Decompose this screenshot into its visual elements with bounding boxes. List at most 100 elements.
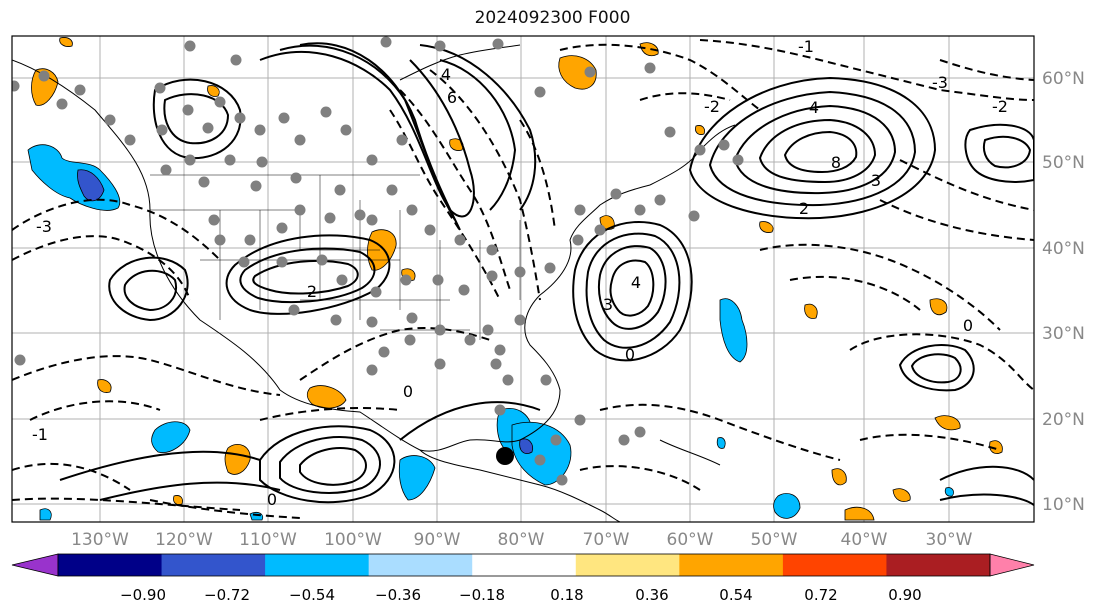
station-marker (214, 234, 226, 246)
station-marker (370, 286, 382, 298)
station-marker (434, 324, 446, 336)
station-marker (184, 154, 196, 166)
station-marker (336, 274, 348, 286)
contour-label: 4 (809, 98, 819, 117)
lon-tick-label: 100°W (324, 530, 382, 550)
station-marker (234, 112, 246, 124)
station-marker (486, 244, 498, 256)
station-marker (540, 374, 552, 386)
colorbar-tick-label: −0.18 (459, 586, 505, 604)
contour-label: 0 (625, 345, 635, 364)
station-marker (160, 164, 172, 176)
contour-label: -1 (798, 37, 814, 56)
station-marker (354, 209, 366, 221)
station-marker (324, 212, 336, 224)
station-marker (610, 188, 622, 200)
station-marker (208, 214, 220, 226)
station-marker (688, 210, 700, 222)
station-marker (406, 204, 418, 216)
colorbar-tick-label: 0.36 (635, 586, 668, 604)
station-marker (380, 36, 392, 48)
station-marker (718, 139, 730, 151)
positive-contours (59, 42, 1034, 506)
station-marker (694, 144, 706, 156)
lon-tick-label: 110°W (239, 530, 297, 550)
colorbar-segment (886, 554, 991, 576)
station-markers (12, 36, 744, 486)
lat-tick-label: 50°N (1042, 153, 1085, 173)
political-borders (150, 174, 521, 340)
station-marker (38, 70, 50, 82)
station-marker (550, 434, 562, 446)
station-marker (494, 344, 506, 356)
contour-label: 8 (831, 153, 841, 172)
station-marker (256, 156, 268, 168)
lat-tick-label: 10°N (1042, 495, 1085, 515)
colorbar-segment (58, 554, 163, 576)
station-marker (556, 474, 568, 486)
colorbar-segment (575, 554, 680, 576)
station-marker (424, 224, 436, 236)
contour-label: 4 (631, 273, 641, 292)
lon-tick-label: 80°W (498, 530, 545, 550)
lon-tick-label: 130°W (71, 530, 129, 550)
station-marker (486, 270, 498, 282)
colorbar-tick-label: −0.54 (289, 586, 335, 604)
colorbar-segment (472, 554, 577, 576)
colorbar-segment (782, 554, 887, 576)
station-marker (366, 214, 378, 226)
contour-label: 2 (307, 282, 317, 301)
station-marker (406, 312, 418, 324)
station-marker (202, 122, 214, 134)
map-title: 2024092300 F000 (474, 8, 631, 28)
station-marker (514, 314, 526, 326)
lat-tick-label: 40°N (1042, 239, 1085, 259)
contour-label: -3 (36, 217, 52, 236)
station-marker (494, 404, 506, 416)
station-marker (14, 354, 26, 366)
station-marker (254, 124, 266, 136)
contour-label: 3 (603, 295, 613, 314)
station-marker (572, 234, 584, 246)
station-marker (458, 284, 470, 296)
station-marker (224, 154, 236, 166)
station-marker (244, 234, 256, 246)
station-marker (544, 262, 556, 274)
station-marker (182, 104, 194, 116)
station-marker (396, 134, 408, 146)
colorbar-border (57, 553, 991, 577)
contour-label: 6 (447, 88, 457, 107)
station-marker (320, 106, 332, 118)
contour-label: 0 (963, 316, 973, 335)
station-marker (340, 124, 352, 136)
contour-label: 2 (799, 199, 809, 218)
colorbar-tick-label: 0.90 (888, 586, 921, 604)
station-marker (378, 346, 390, 358)
contour-label-group: -1 -1 0 0 0 0 -3 -3 -2 -2 2 2 3 3 4 4 4 … (32, 37, 1008, 509)
station-marker (514, 266, 526, 278)
colorbar-tick-label: −0.36 (375, 586, 421, 604)
station-marker (502, 374, 514, 386)
colorbar-tick-label: 0.72 (804, 586, 837, 604)
lon-tick-label: 70°W (583, 530, 630, 550)
station-marker (154, 82, 166, 94)
station-marker (434, 40, 446, 52)
contour-label: -1 (32, 425, 48, 444)
lon-tick-label: 50°W (751, 530, 798, 550)
station-marker (104, 114, 116, 126)
colorbar-segment (161, 554, 266, 576)
station-marker (294, 204, 306, 216)
station-marker (184, 40, 196, 52)
colorbar-tick-label: −0.72 (204, 586, 250, 604)
colorbar-tick-label: 0.18 (550, 586, 583, 604)
station-marker (386, 184, 398, 196)
contour-label: 0 (403, 382, 413, 401)
colorbar-segment (265, 554, 370, 576)
station-marker (584, 66, 596, 78)
station-marker (618, 434, 630, 446)
contour-label: 4 (441, 65, 451, 84)
storm-center-marker (496, 447, 514, 465)
station-marker (634, 426, 646, 438)
station-marker (654, 194, 666, 206)
